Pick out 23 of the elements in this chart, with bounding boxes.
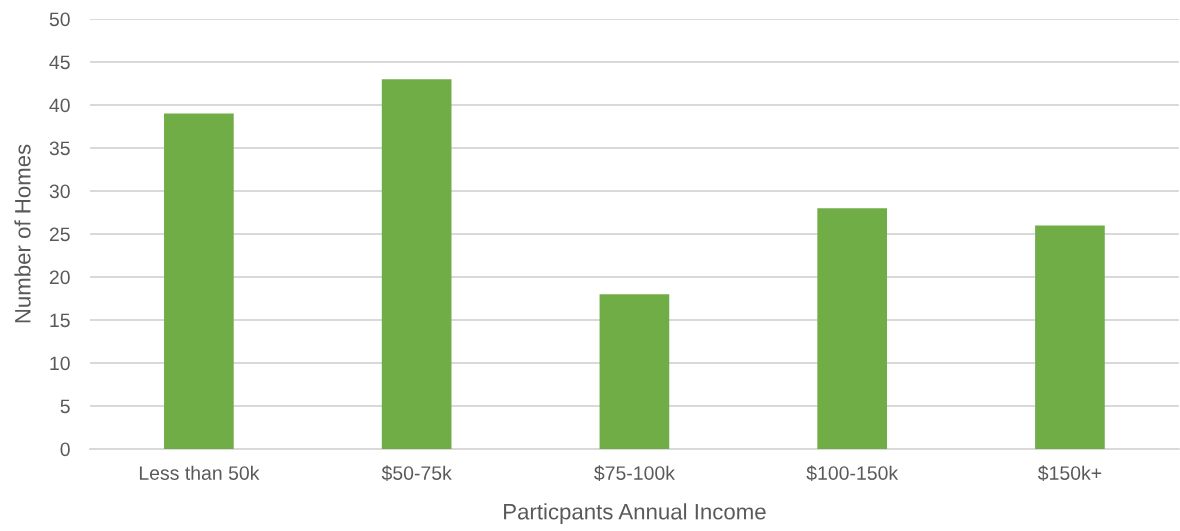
y-tick-label: 25 — [49, 227, 70, 242]
x-tick-label: $100-150k — [806, 465, 899, 482]
x-tick-label: $75-100k — [594, 465, 675, 482]
x-tick-label: Less than 50k — [139, 465, 260, 480]
y-tick-label: 30 — [49, 184, 70, 199]
x-axis-title: Particpants Annual Income — [504, 503, 766, 524]
y-tick-label: 10 — [50, 356, 70, 371]
x-tick-label: $50-75k — [381, 465, 452, 482]
y-tick-label: 20 — [49, 270, 70, 285]
y-tick-label: 5 — [60, 399, 70, 414]
x-tick-label: $150k+ — [1037, 465, 1102, 482]
bar — [1035, 225, 1105, 449]
y-tick-label: 15 — [50, 313, 70, 328]
bar — [599, 294, 670, 449]
y-tick-label: 0 — [60, 442, 70, 457]
y-tick-label: 50 — [49, 12, 70, 27]
bar — [381, 79, 452, 449]
y-tick-label: 45 — [49, 55, 70, 70]
y-tick-label: 40 — [49, 98, 70, 113]
y-axis-title: Number of Homes — [14, 144, 31, 323]
bar — [164, 113, 234, 449]
y-tick-label: 35 — [49, 141, 70, 156]
bar — [817, 208, 888, 449]
